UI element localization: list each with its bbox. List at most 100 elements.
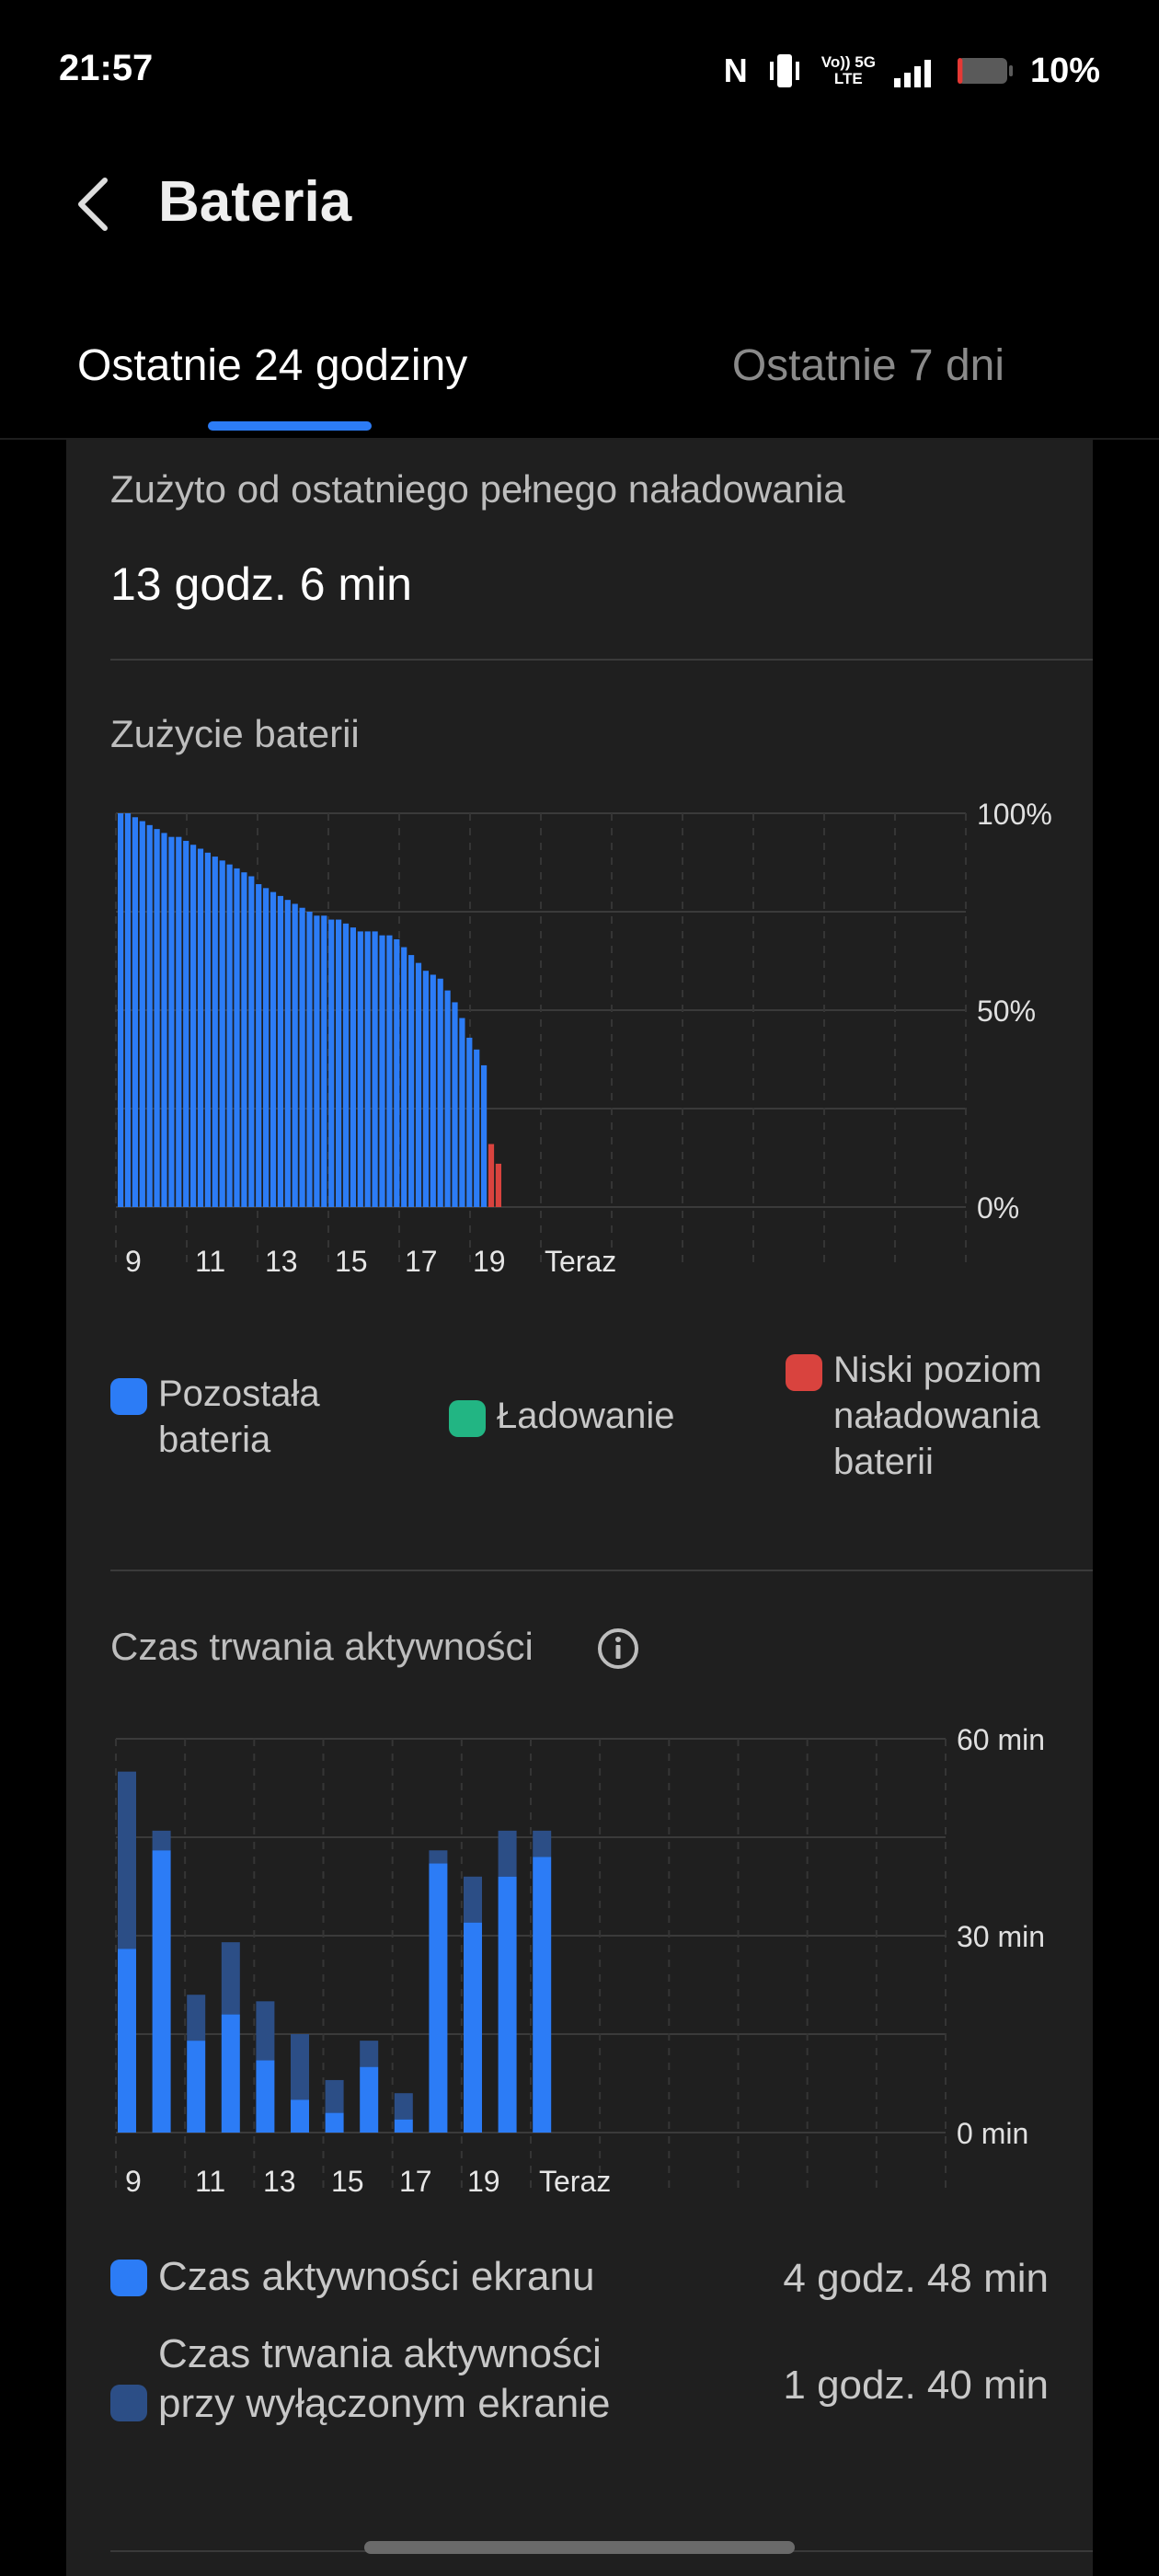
activity-bar-screen-off <box>291 2034 309 2100</box>
battery-bar-remaining <box>444 990 451 1207</box>
legend-swatch-charging <box>449 1400 486 1437</box>
battery-bar-remaining <box>452 1002 458 1207</box>
battery-bar-remaining <box>350 927 356 1207</box>
battery-bar-remaining <box>154 829 160 1207</box>
battery-bar-remaining <box>292 903 298 1207</box>
legend-label-low: Niski poziom naładowania baterii <box>833 1350 1042 1482</box>
battery-card: Zużyto od ostatniego pełnego naładowania… <box>66 440 1093 2576</box>
battery-bar-remaining <box>415 962 422 1207</box>
tab-bar: Ostatnie 24 godziny Ostatnie 7 dni <box>0 322 1159 442</box>
y-tick-label: 30 min <box>957 1920 1045 1953</box>
battery-bar-remaining <box>342 923 350 1207</box>
activity-bar-screen-off <box>187 1995 206 2041</box>
legend-swatch-screen-off <box>110 2385 147 2421</box>
y-tick-label: 100% <box>977 798 1052 831</box>
status-bar: 21:57 N Vo)) 5G LTE 10% <box>0 0 1159 147</box>
activity-bar-screen-on <box>187 2041 206 2133</box>
y-tick-label: 0% <box>977 1191 1019 1225</box>
activity-bar-screen-off <box>360 2041 379 2067</box>
battery-bar-remaining <box>248 876 255 1207</box>
battery-bar-remaining <box>394 938 400 1207</box>
battery-bar-remaining <box>430 974 436 1207</box>
chevron-left-icon[interactable] <box>66 175 125 234</box>
activity-bar-screen-on <box>533 1857 552 2133</box>
tabs-divider <box>0 438 1159 440</box>
battery-bar-remaining <box>176 836 182 1207</box>
activity-bar-screen-on <box>118 1949 136 2133</box>
app-header: Bateria <box>0 147 1159 267</box>
status-icons: N Vo)) 5G LTE 10% <box>724 48 1100 94</box>
signal-icon <box>893 60 931 87</box>
home-indicator[interactable] <box>364 2541 795 2554</box>
legend-screen-on-time: Czas aktywności ekranu <box>110 2252 681 2302</box>
battery-bar-remaining <box>270 891 277 1207</box>
x-tick-label: Teraz <box>539 2165 611 2198</box>
battery-bar-remaining <box>212 857 218 1207</box>
battery-bar-remaining <box>299 907 305 1207</box>
battery-bar-remaining <box>408 955 415 1207</box>
battery-bar-remaining <box>386 935 393 1207</box>
tab-last-24-hours[interactable]: Ostatnie 24 godziny <box>77 341 468 390</box>
activity-bar-screen-off <box>325 2079 344 2113</box>
activity-bar-screen-off <box>464 1876 482 1923</box>
x-tick-label: 15 <box>331 2165 364 2198</box>
activity-bar-screen-off <box>118 1771 136 1949</box>
battery-bar-remaining <box>146 824 153 1207</box>
battery-bar-remaining <box>401 947 407 1207</box>
activity-chart-title: Czas trwania aktywności <box>110 1625 534 1668</box>
activity-bar-screen-on <box>429 1863 448 2133</box>
activity-bar-screen-on <box>291 2099 309 2133</box>
battery-bar-remaining <box>168 836 175 1207</box>
battery-bar-remaining <box>284 900 291 1207</box>
screen-on-time-value: 4 godz. 48 min <box>783 2256 1049 2301</box>
battery-bar-remaining <box>204 852 211 1207</box>
activity-bar-screen-on <box>256 2060 275 2133</box>
divider <box>110 1570 1093 1571</box>
nfc-icon: N <box>723 52 748 89</box>
battery-bar-remaining <box>139 821 145 1207</box>
legend-label-screen-on: Czas aktywności ekranu <box>158 2254 595 2299</box>
battery-bar-remaining <box>183 840 189 1207</box>
battery-bar-remaining <box>124 813 132 1207</box>
legend-label-remaining: Pozostała bateria <box>158 1374 320 1460</box>
legend-swatch-low <box>786 1354 822 1391</box>
divider <box>110 659 1093 661</box>
battery-bar-remaining <box>357 931 363 1207</box>
battery-bar-remaining <box>190 845 197 1207</box>
battery-bar-remaining <box>321 915 327 1207</box>
activity-bar-screen-on <box>360 2066 379 2133</box>
legend-low-battery: Niski poziom naładowania baterii <box>786 1347 1071 1485</box>
x-tick-label: 17 <box>405 1245 438 1278</box>
battery-bar-remaining <box>314 915 320 1207</box>
battery-bar-remaining <box>474 1049 480 1207</box>
activity-bar-screen-off <box>152 1830 171 1851</box>
page-title: Bateria <box>158 170 352 234</box>
tab-indicator <box>208 421 372 431</box>
battery-bar-remaining <box>256 884 262 1207</box>
info-icon[interactable] <box>596 1627 640 1671</box>
activity-bar-screen-on <box>221 2014 240 2133</box>
battery-bar-remaining <box>466 1037 473 1207</box>
battery-bar-remaining <box>263 888 270 1207</box>
screen-off-time-value: 1 godz. 40 min <box>783 2363 1049 2408</box>
x-tick-label: 13 <box>263 2165 296 2198</box>
x-tick-label: 17 <box>399 2165 432 2198</box>
battery-percent: 10% <box>1029 51 1100 90</box>
usage-value: 13 godz. 6 min <box>110 558 412 610</box>
tab-last-7-days[interactable]: Ostatnie 7 dni <box>731 341 1004 390</box>
activity-bar-screen-on <box>498 1876 517 2133</box>
battery-bar-remaining <box>234 868 240 1207</box>
activity-bar-screen-off <box>394 2093 413 2120</box>
battery-bar-remaining <box>226 864 233 1207</box>
activity-bar-screen-off <box>429 1850 448 1864</box>
x-tick-label: 9 <box>125 2165 142 2198</box>
battery-bar-remaining <box>241 872 247 1207</box>
battery-bar-remaining <box>306 912 313 1207</box>
legend-remaining-battery: Pozostała bateria <box>110 1371 386 1463</box>
battery-bar-remaining <box>336 919 342 1207</box>
network-type: Vo)) 5G LTE <box>821 54 876 87</box>
y-tick-label: 50% <box>977 995 1036 1028</box>
legend-swatch-remaining <box>110 1378 147 1415</box>
x-tick-label: 11 <box>195 2165 225 2198</box>
activity-bar-screen-off <box>533 1830 552 1857</box>
